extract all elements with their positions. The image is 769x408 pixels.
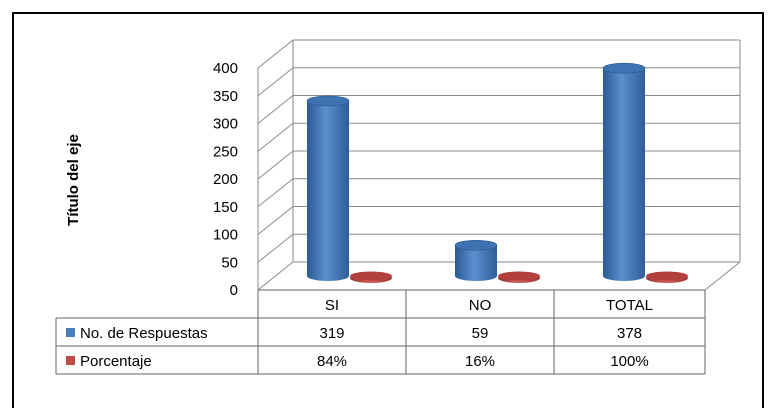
chart: 0 50 100 150 200 250 300 350 400 SI NO TOTAL No. de…: [55, 39, 741, 375]
y-tick-label: 50: [221, 254, 238, 271]
y-axis: 0 50 100 150 200 250 300 350 400: [213, 60, 238, 299]
data-label: 319: [319, 325, 344, 342]
data-label: 378: [617, 325, 642, 342]
data-table: SI NO TOTAL No. de Respuestas 319 59 378 Porcen…: [55, 289, 706, 375]
legend-swatch: [66, 356, 75, 365]
bars: [306, 62, 688, 283]
y-tick-label: 350: [213, 88, 238, 105]
x-tick-label: SI: [325, 297, 339, 314]
bar-si: [306, 95, 350, 281]
y-tick-label: 200: [213, 171, 238, 188]
y-tick-label: 100: [213, 227, 238, 244]
legend-label: Porcentaje: [80, 353, 152, 370]
data-label: 59: [472, 325, 489, 342]
y-tick-label: 400: [213, 60, 238, 77]
legend-swatch: [66, 328, 75, 337]
bar-no: [454, 239, 498, 281]
x-tick-label: NO: [469, 297, 492, 314]
legend-label: No. de Respuestas: [80, 325, 208, 342]
y-axis-title: Título del eje: [65, 134, 82, 226]
x-tick-label: TOTAL: [606, 297, 653, 314]
y-tick-label: 0: [230, 282, 238, 299]
y-tick-label: 250: [213, 143, 238, 160]
data-label: 84%: [317, 353, 347, 370]
y-tick-label: 150: [213, 199, 238, 216]
y-tick-label: 300: [213, 116, 238, 133]
bar-porcentaje-no: [498, 271, 540, 283]
data-label: 16%: [465, 353, 495, 370]
chart-frame: [12, 12, 764, 408]
bar-porcentaje-total: [646, 271, 688, 283]
data-label: 100%: [610, 353, 648, 370]
bar-total: [602, 62, 646, 282]
bar-porcentaje-si: [350, 271, 392, 283]
